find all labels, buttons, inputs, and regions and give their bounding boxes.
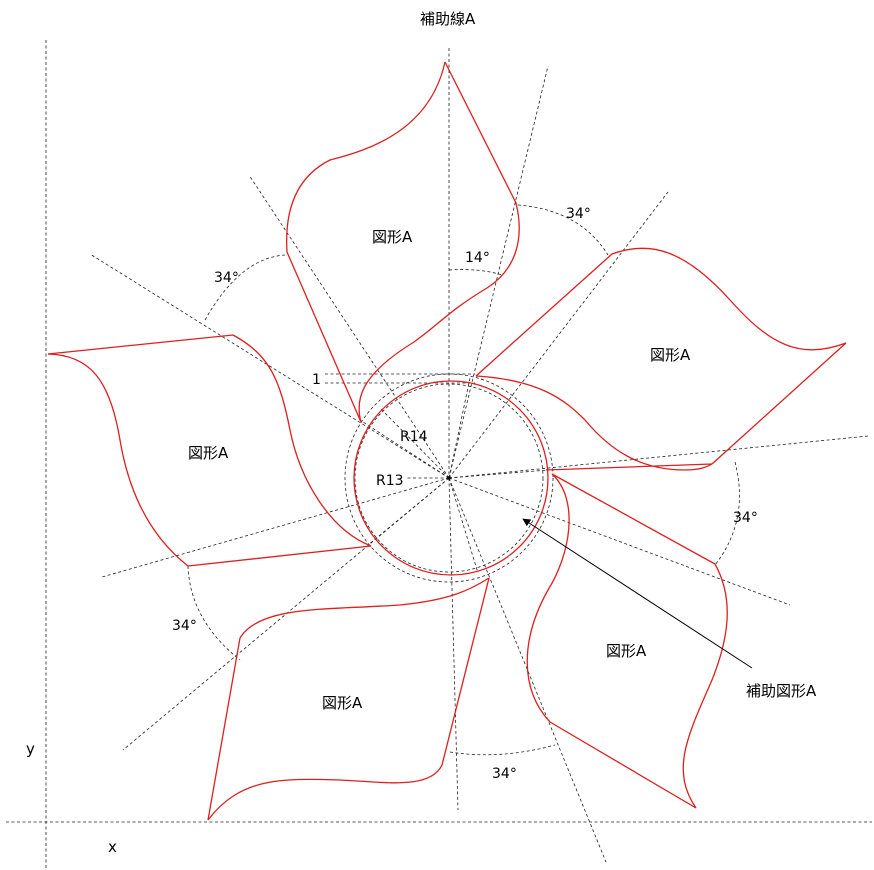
gap-label: 1 [312, 372, 321, 388]
angle-label-34-bottom-left: 34° [172, 618, 197, 634]
shape-label-top: 図形A [372, 228, 413, 246]
center-point [447, 476, 451, 480]
helper-shape-label: 補助図形A [746, 682, 817, 700]
helper-shape-arrow [522, 518, 753, 669]
shape-label-bottom: 図形A [322, 694, 363, 712]
radius-outer-label: R14 [400, 429, 428, 445]
inner-dashed-circle [354, 383, 544, 573]
angle-arc-34-right [714, 461, 740, 566]
shape-a-top [285, 61, 520, 423]
helper-shape-circle [353, 380, 549, 576]
angle-arc-34-bottom-left [187, 565, 241, 661]
y-axis-label: y [26, 740, 35, 758]
angle-label-34-top-right: 34° [566, 206, 591, 222]
shape-label-right: 図形A [650, 346, 691, 364]
angle-arc-14 [448, 269, 503, 276]
angle-arc-34-top-right [517, 204, 609, 256]
shape-label-left: 図形A [188, 444, 229, 462]
angle-label-34-top-left: 34° [214, 270, 239, 286]
radius-inner-label: R13 [376, 473, 404, 489]
radial-guide-lines [89, 65, 869, 863]
angle-label-34-right: 34° [733, 510, 758, 526]
angle-label-34-bottom: 34° [492, 766, 517, 782]
shape-label-bottom-right: 図形A [606, 642, 647, 660]
shape-a-right [475, 247, 847, 471]
angle-arc-34-top-left [204, 254, 286, 321]
angle-label-14: 14° [465, 250, 490, 266]
x-axis-label: x [108, 838, 117, 856]
shape-a-bottom [207, 577, 490, 821]
angle-arc-34-bottom [449, 744, 556, 756]
shape-a-left [47, 334, 372, 567]
shape-a-bottom-right [526, 473, 728, 809]
title-label: 補助線A [420, 10, 476, 28]
